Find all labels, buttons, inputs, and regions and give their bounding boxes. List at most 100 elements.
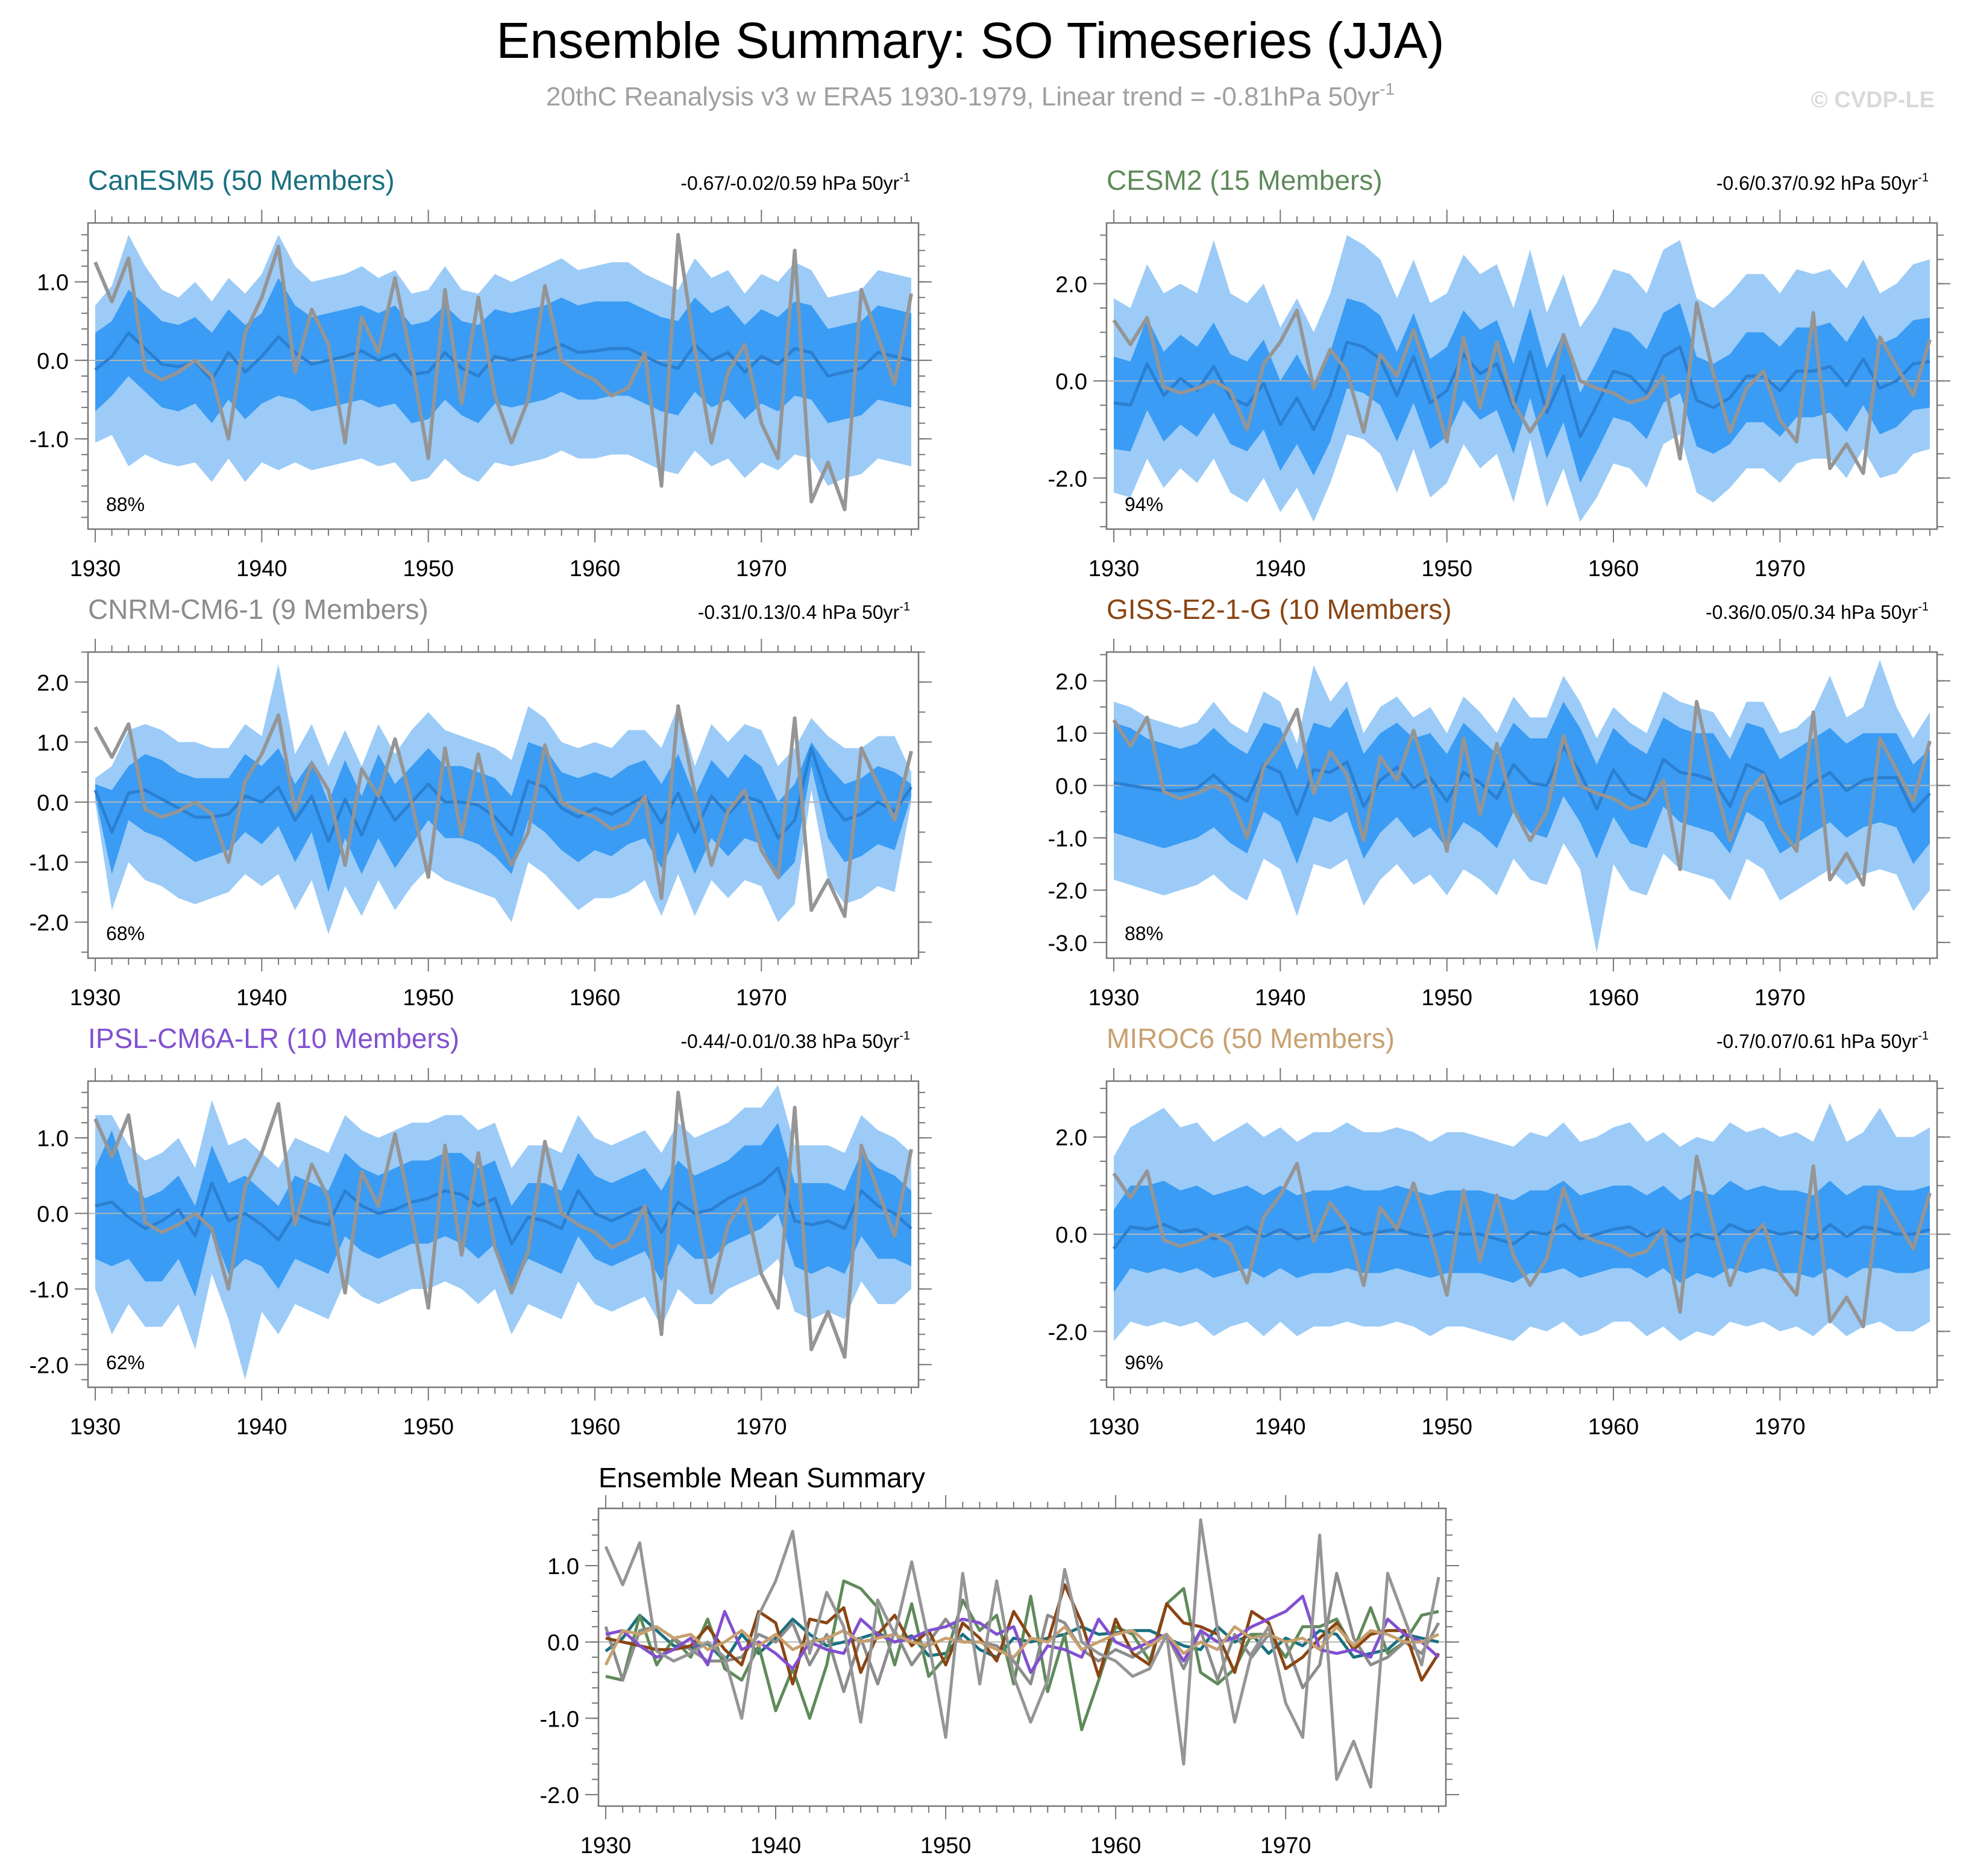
tick-marks bbox=[585, 1495, 1459, 1819]
trend-annotation-text: -0.44/-0.01/0.38 hPa 50yr bbox=[680, 1031, 899, 1052]
x-tick-label: 1940 bbox=[236, 985, 287, 1011]
y-tick-label: 0.0 bbox=[1055, 774, 1087, 799]
x-tick-label: 1970 bbox=[736, 1414, 787, 1440]
panel-title: CESM2 (15 Members) bbox=[1107, 165, 1383, 196]
trend-annotation-text: -0.67/-0.02/0.59 hPa 50yr bbox=[680, 172, 899, 194]
series-line-cesm2 bbox=[605, 1579, 1439, 1731]
y-tick-label: 0.0 bbox=[547, 1631, 579, 1656]
x-tick-label: 1960 bbox=[1588, 556, 1639, 582]
x-tick-label: 1960 bbox=[570, 556, 621, 582]
ensemble-mean-line bbox=[1113, 340, 1930, 439]
tick-marks bbox=[1093, 639, 1950, 971]
plot-area bbox=[88, 233, 919, 512]
x-tick-label: 1940 bbox=[1255, 556, 1306, 582]
inner-spread-band bbox=[95, 278, 911, 424]
observations-line bbox=[1112, 1155, 1932, 1329]
percent-annotation: 62% bbox=[106, 1352, 145, 1373]
y-tick-label: 0.0 bbox=[1055, 369, 1087, 395]
panels: 1930 1940 1950 1960 1970 -1.0 0.0 1.0 CanESM5 (5… bbox=[30, 165, 1950, 1859]
trend-annotation-sup: -1 bbox=[1918, 1029, 1929, 1043]
panel-title: MIROC6 (50 Members) bbox=[1107, 1023, 1395, 1054]
series-line-observations bbox=[604, 1518, 1440, 1789]
y-tick-label: 2.0 bbox=[1055, 1126, 1087, 1151]
y-tick-label: 2.0 bbox=[37, 671, 69, 696]
x-tick-label: 1950 bbox=[1421, 985, 1472, 1011]
plot-area bbox=[88, 1085, 919, 1380]
y-tick-label: -2.0 bbox=[1048, 466, 1087, 492]
x-tick-label: 1940 bbox=[750, 1833, 802, 1859]
percent-annotation: 94% bbox=[1125, 494, 1163, 515]
observations-line bbox=[93, 704, 913, 918]
panel-title: GISS-E2-1-G (10 Members) bbox=[1107, 594, 1452, 625]
trend-annotation: -0.6/0.37/0.92 hPa 50yr-1 bbox=[1716, 171, 1929, 194]
x-tick-label: 1970 bbox=[1754, 1414, 1806, 1440]
ensemble-mean-line bbox=[1113, 744, 1931, 816]
panel-7: 1930 1940 1950 1960 1970 -2.0 -1.0 0.0 1.0 Ensemb… bbox=[540, 1462, 1459, 1859]
y-tick-label: 1.0 bbox=[37, 730, 69, 756]
percent-annotation: 88% bbox=[1125, 923, 1163, 944]
y-tick-label: -1.0 bbox=[30, 427, 69, 453]
trend-annotation-text: -0.6/0.37/0.92 hPa 50yr bbox=[1716, 172, 1918, 194]
x-tick-label: 1930 bbox=[1088, 985, 1140, 1011]
tick-marks bbox=[75, 210, 932, 542]
x-tick-label: 1940 bbox=[1255, 985, 1306, 1011]
y-tick-label: 1.0 bbox=[1055, 722, 1087, 747]
panel-2: 1930 1940 1950 1960 1970 -2.0 0.0 2.0 CESM2 (15 … bbox=[1048, 165, 1950, 582]
x-tick-label: 1930 bbox=[70, 1414, 121, 1440]
trend-annotation-text: -0.36/0.05/0.34 hPa 50yr bbox=[1706, 601, 1918, 623]
trend-annotation-text: -0.7/0.07/0.61 hPa 50yr bbox=[1716, 1031, 1918, 1052]
ensemble-mean-line bbox=[95, 1166, 912, 1246]
trend-annotation: -0.31/0.13/0.4 hPa 50yr-1 bbox=[698, 600, 910, 623]
y-tick-label: 1.0 bbox=[37, 271, 69, 296]
tick-marks bbox=[1093, 210, 1950, 542]
x-tick-label: 1960 bbox=[1588, 985, 1639, 1011]
trend-annotation: -0.36/0.05/0.34 hPa 50yr-1 bbox=[1706, 600, 1929, 623]
trend-annotation: -0.67/-0.02/0.59 hPa 50yr-1 bbox=[680, 171, 910, 194]
panel-4: 1930 1940 1950 1960 1970 -3.0 -2.0 -1.0 0.0 1.0 2.… bbox=[1048, 594, 1950, 1011]
plot-area bbox=[88, 664, 919, 935]
y-tick-label: -1.0 bbox=[540, 1707, 579, 1732]
panel-title: CNRM-CM6-1 (9 Members) bbox=[88, 594, 429, 625]
tick-marks bbox=[1093, 1068, 1950, 1401]
panel-5: 1930 1940 1950 1960 1970 -2.0 -1.0 0.0 1.0 IPSL-C… bbox=[30, 1023, 932, 1440]
x-tick-label: 1950 bbox=[1421, 556, 1472, 582]
ensemble-mean-line bbox=[94, 331, 912, 381]
y-tick-label: 0.0 bbox=[1055, 1223, 1087, 1248]
x-tick-label: 1930 bbox=[1088, 1414, 1140, 1440]
panel-1: 1930 1940 1950 1960 1970 -1.0 0.0 1.0 CanESM5 (5… bbox=[30, 165, 932, 582]
panel-3: 1930 1940 1950 1960 1970 -2.0 -1.0 0.0 1.0 2.0 CNR… bbox=[30, 594, 932, 1011]
trend-annotation-sup: -1 bbox=[1918, 171, 1929, 184]
percent-annotation: 88% bbox=[106, 494, 145, 515]
x-tick-label: 1950 bbox=[920, 1833, 972, 1859]
panel-frame bbox=[87, 651, 920, 959]
panel-frame bbox=[1105, 222, 1938, 530]
x-tick-label: 1940 bbox=[1255, 1414, 1306, 1440]
y-tick-label: 2.0 bbox=[1055, 272, 1087, 298]
y-tick-label: -2.0 bbox=[1048, 879, 1087, 904]
figure-subtitle-text: 20thC Reanalysis v3 w ERA5 1930-1979, Li… bbox=[546, 82, 1380, 111]
y-tick-label: -1.0 bbox=[30, 851, 69, 876]
x-tick-label: 1970 bbox=[1754, 985, 1806, 1011]
ensemble-mean-line bbox=[93, 746, 913, 843]
tick-marks bbox=[75, 639, 932, 971]
figure-title: Ensemble Summary: SO Timeseries (JJA) bbox=[496, 12, 1444, 69]
trend-annotation: -0.44/-0.01/0.38 hPa 50yr-1 bbox=[680, 1029, 910, 1052]
x-tick-label: 1970 bbox=[736, 556, 787, 582]
series-line-miroc6 bbox=[604, 1625, 1440, 1666]
x-tick-label: 1930 bbox=[580, 1833, 632, 1859]
x-tick-label: 1950 bbox=[403, 1414, 454, 1440]
x-tick-label: 1970 bbox=[736, 985, 787, 1011]
x-tick-label: 1940 bbox=[236, 556, 287, 582]
observations-line bbox=[1112, 301, 1932, 475]
x-tick-label: 1960 bbox=[1090, 1833, 1142, 1859]
plot-area bbox=[1107, 660, 1937, 953]
inner-spread-band bbox=[1114, 298, 1930, 483]
x-tick-label: 1970 bbox=[1754, 556, 1806, 582]
x-tick-label: 1960 bbox=[570, 985, 621, 1011]
panel-title: Ensemble Mean Summary bbox=[598, 1462, 925, 1493]
x-tick-label: 1930 bbox=[70, 556, 121, 582]
y-tick-label: 0.0 bbox=[37, 1202, 69, 1228]
y-tick-label: 0.0 bbox=[37, 791, 69, 816]
x-tick-label: 1950 bbox=[1421, 1414, 1472, 1440]
